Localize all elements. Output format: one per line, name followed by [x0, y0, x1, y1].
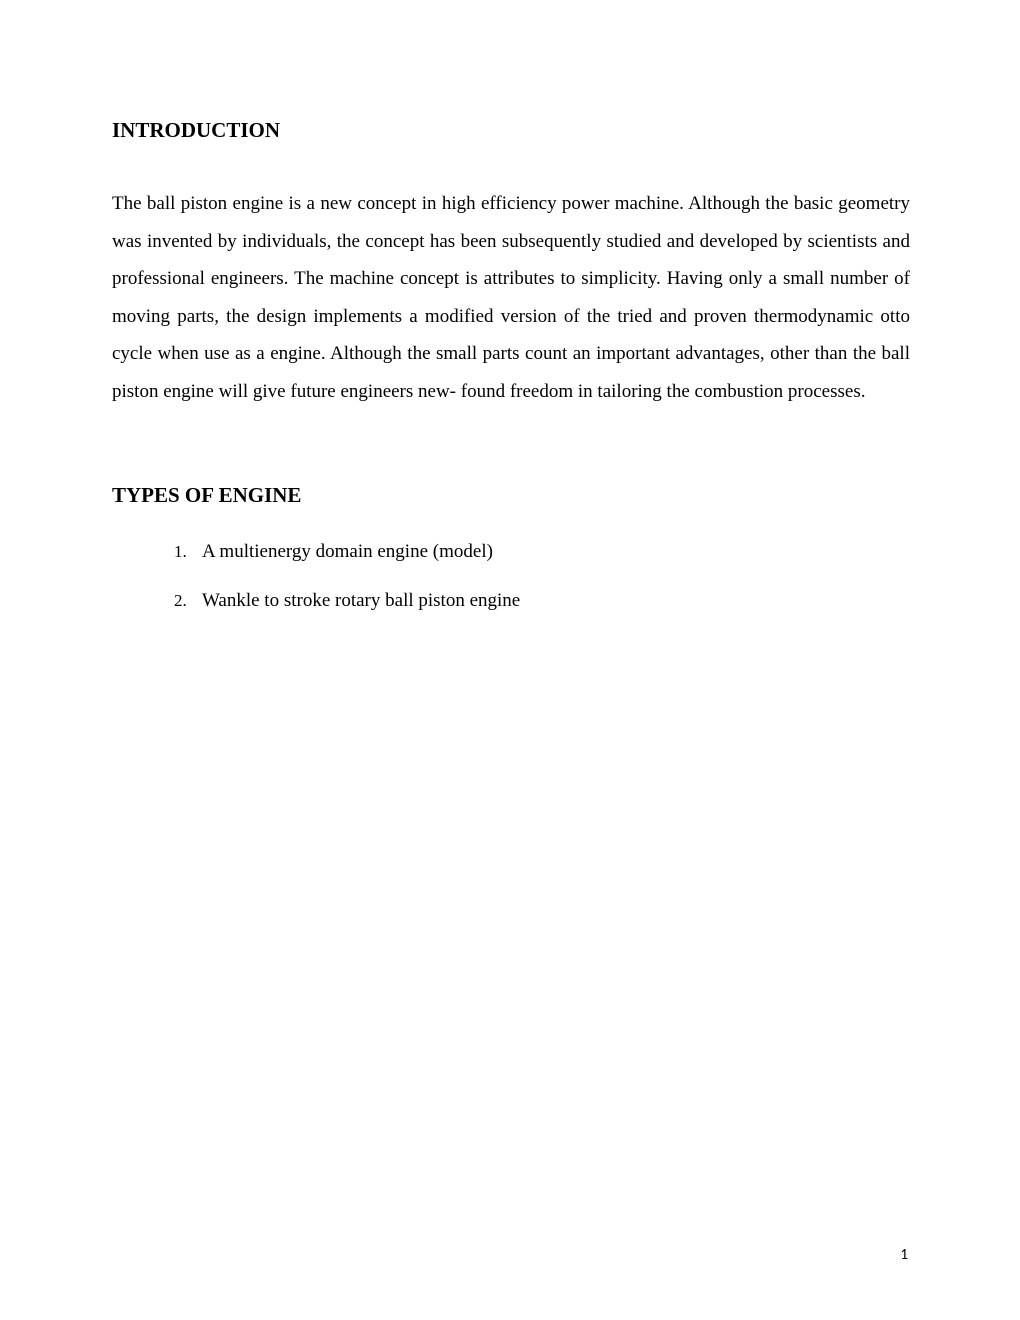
list-item-text: Wankle to stroke rotary ball piston engi… [202, 590, 520, 611]
list-item: 2.Wankle to stroke rotary ball piston en… [174, 591, 910, 610]
list-item: 1.A multienergy domain engine (model) [174, 542, 910, 561]
introduction-paragraph: The ball piston engine is a new concept … [112, 185, 910, 411]
list-item-text: A multienergy domain engine (model) [202, 541, 493, 562]
introduction-heading: INTRODUCTION [112, 118, 910, 143]
page-number: 1 [900, 1246, 908, 1264]
list-item-number: 1. [174, 543, 202, 560]
document-page: INTRODUCTION The ball piston engine is a… [0, 0, 1020, 610]
engine-types-list: 1.A multienergy domain engine (model) 2.… [112, 542, 910, 610]
list-item-number: 2. [174, 592, 202, 609]
types-of-engine-heading: TYPES OF ENGINE [112, 483, 910, 508]
